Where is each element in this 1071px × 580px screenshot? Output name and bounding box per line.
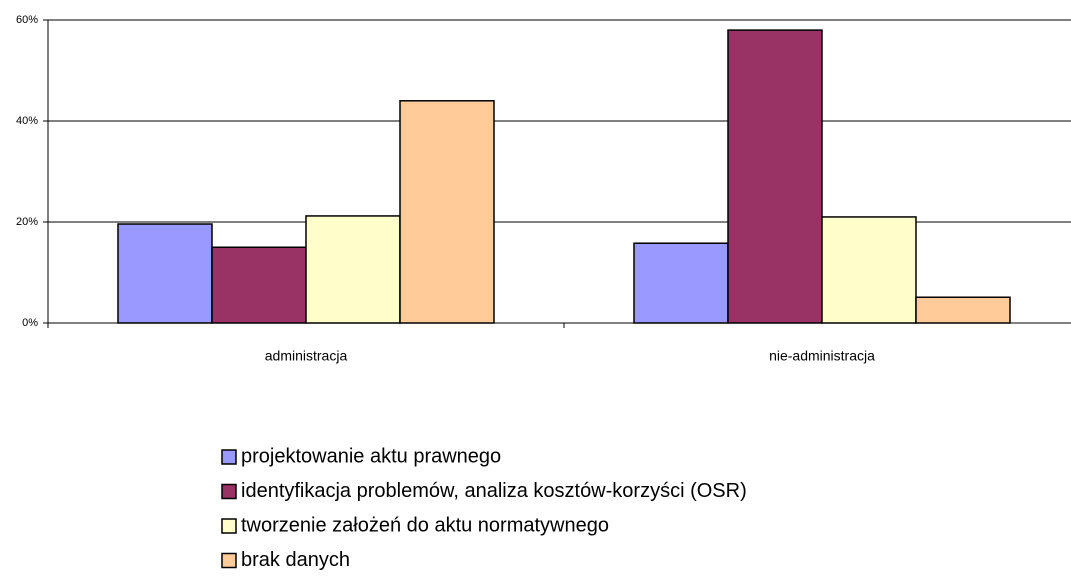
legend-swatch — [221, 518, 237, 534]
bar — [727, 29, 823, 324]
y-tick-label: 20% — [16, 216, 38, 228]
bar — [821, 216, 917, 324]
legend-label: projektowanie aktu prawnego — [241, 445, 501, 467]
legend-label: tworzenie założeń do aktu normatywnego — [241, 514, 609, 536]
legend-swatch — [221, 483, 237, 500]
legend-swatch — [221, 449, 237, 465]
legend-label: brak danych — [241, 549, 350, 571]
bar — [305, 215, 401, 324]
bar — [915, 296, 1011, 324]
x-tick-label: administracja — [265, 348, 348, 364]
legend-label: identyfikacja problemów, analiza kosztów… — [241, 480, 747, 502]
y-tick-label: 60% — [16, 14, 38, 26]
y-tick-label: 0% — [22, 317, 38, 329]
bar — [211, 246, 307, 324]
bar — [117, 223, 213, 324]
bar — [399, 100, 495, 324]
legend-swatch — [221, 552, 237, 569]
x-tick-label: nie-administracja — [769, 348, 875, 364]
y-tick-label: 40% — [16, 115, 38, 127]
bar — [633, 242, 729, 324]
